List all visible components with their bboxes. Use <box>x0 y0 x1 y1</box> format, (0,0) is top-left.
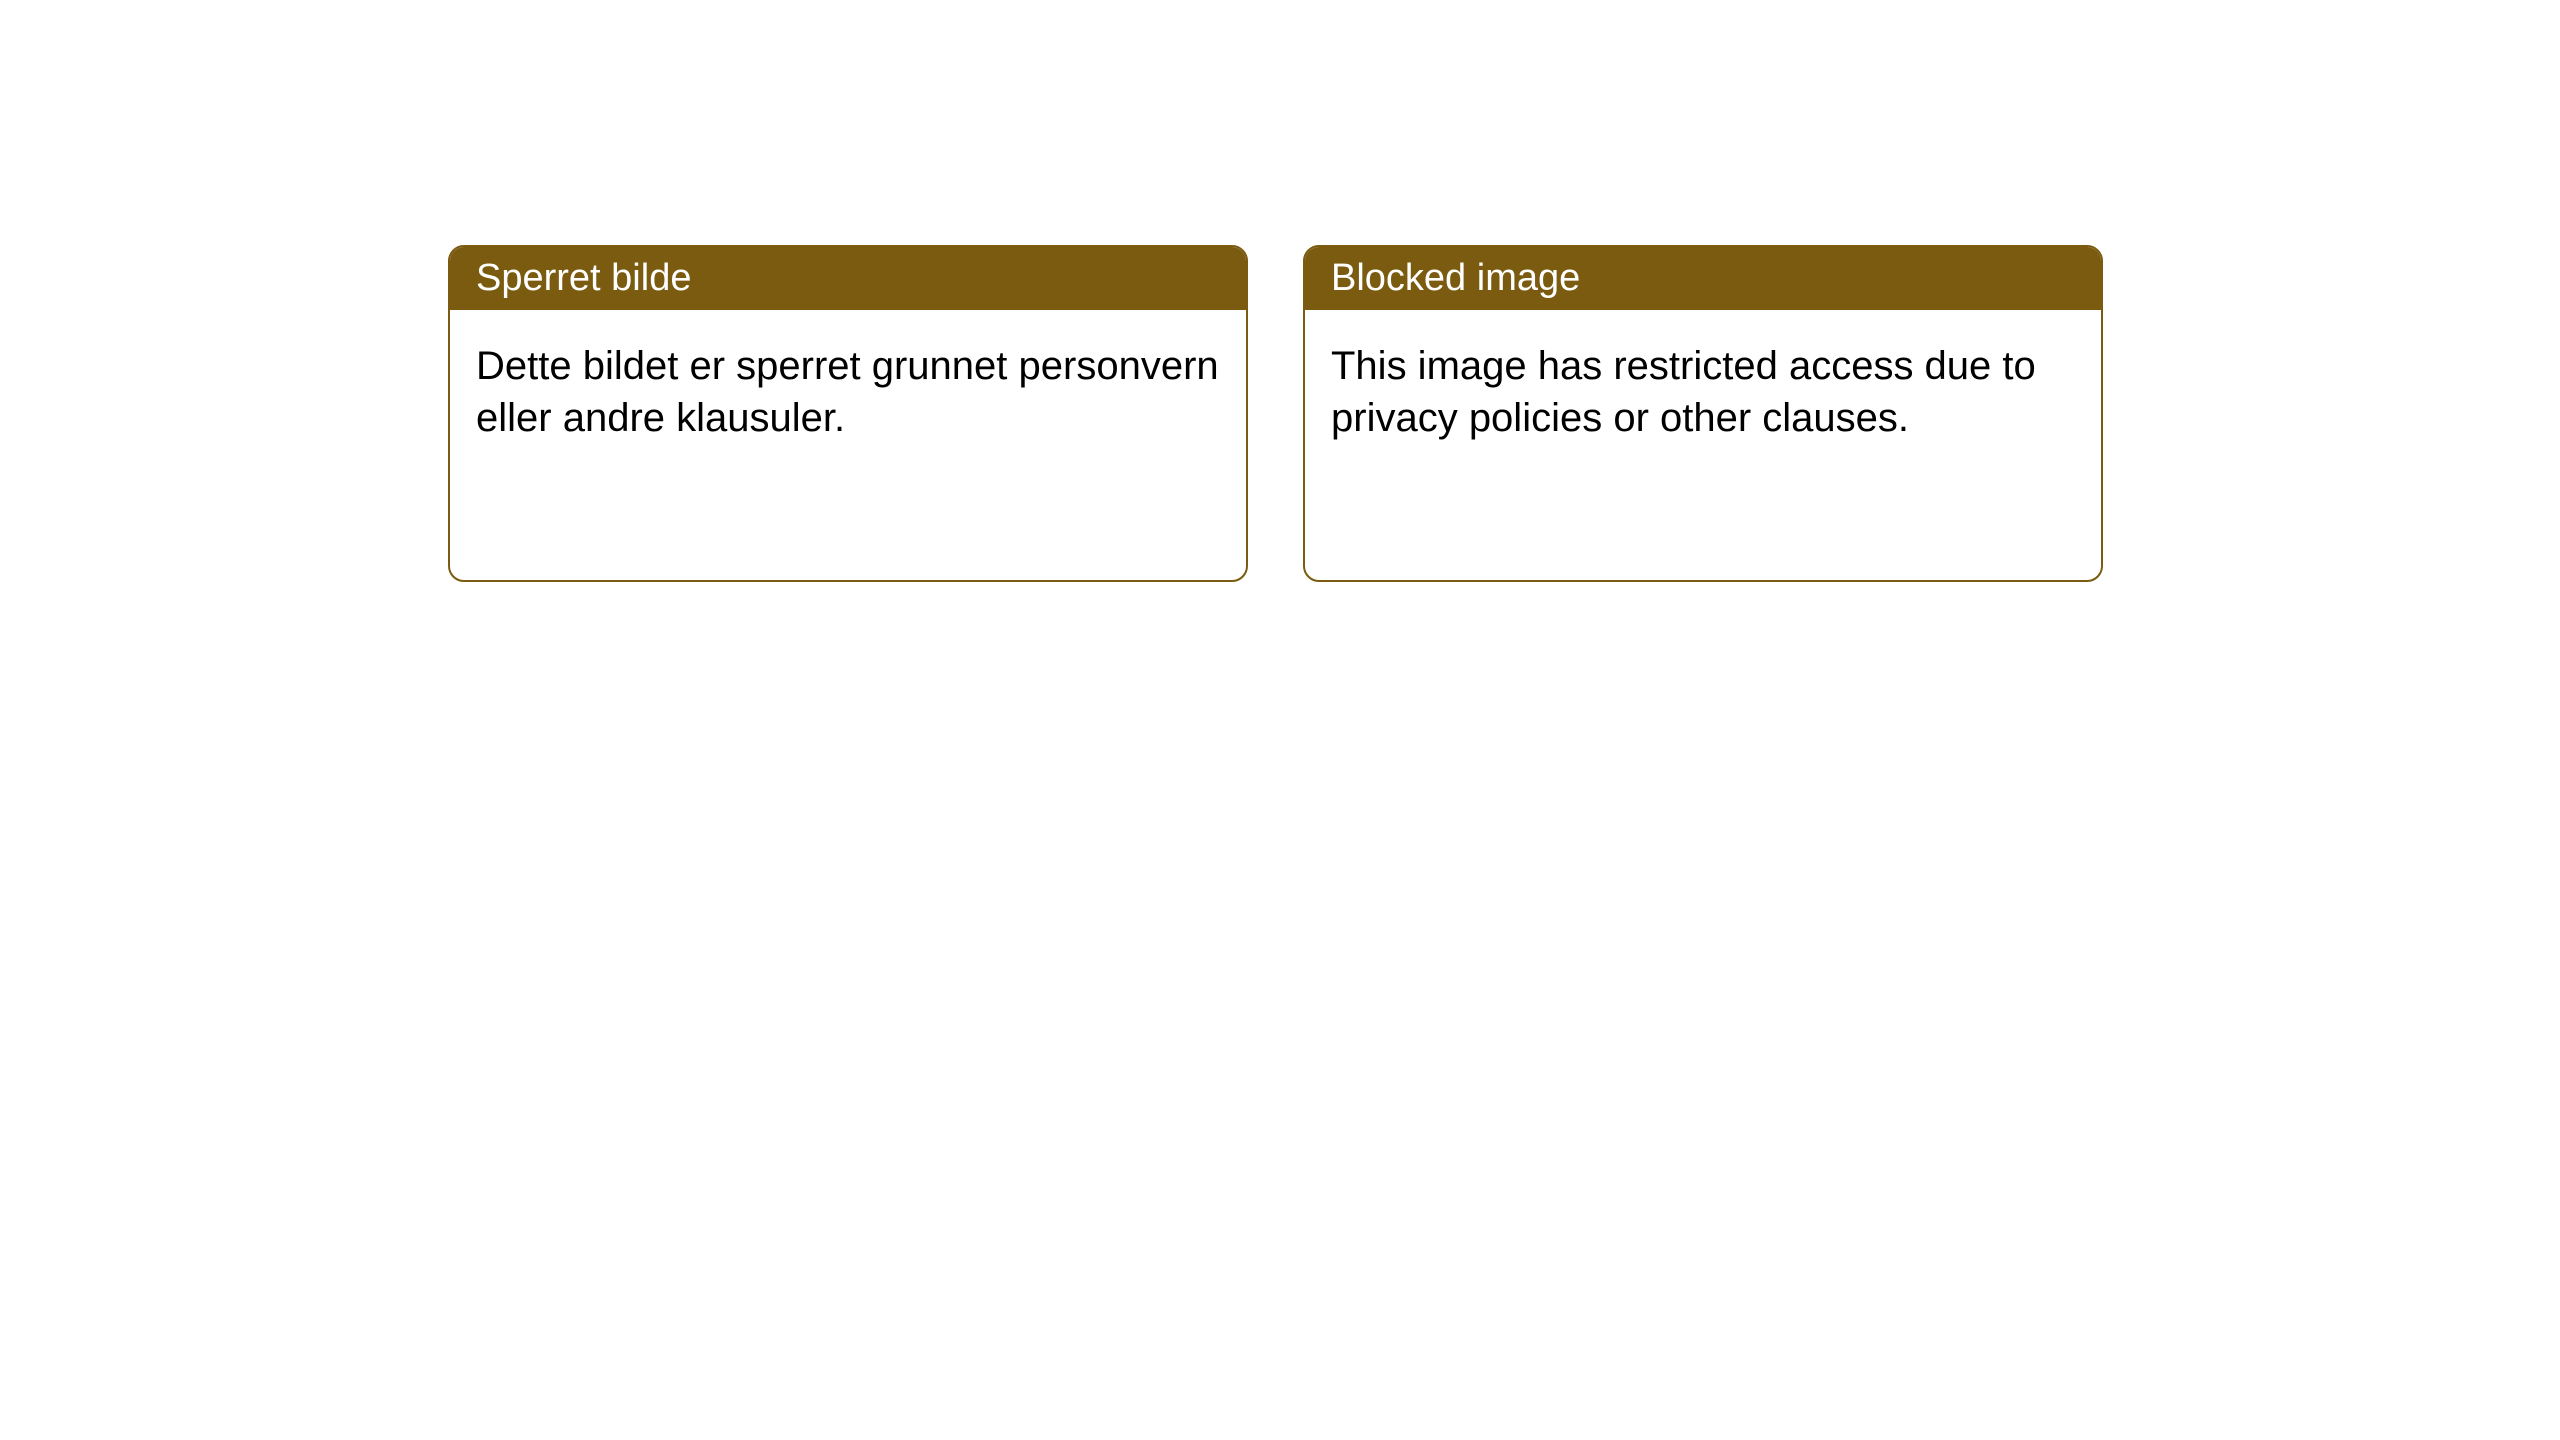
notice-text-english: This image has restricted access due to … <box>1331 344 2036 440</box>
notice-container: Sperret bilde Dette bildet er sperret gr… <box>448 245 2103 582</box>
notice-header-english: Blocked image <box>1305 247 2101 310</box>
notice-card-english: Blocked image This image has restricted … <box>1303 245 2103 582</box>
notice-title-norwegian: Sperret bilde <box>476 257 691 299</box>
notice-card-norwegian: Sperret bilde Dette bildet er sperret gr… <box>448 245 1248 582</box>
notice-text-norwegian: Dette bildet er sperret grunnet personve… <box>476 344 1219 440</box>
notice-body-norwegian: Dette bildet er sperret grunnet personve… <box>450 310 1246 580</box>
notice-header-norwegian: Sperret bilde <box>450 247 1246 310</box>
notice-body-english: This image has restricted access due to … <box>1305 310 2101 580</box>
notice-title-english: Blocked image <box>1331 257 1580 299</box>
